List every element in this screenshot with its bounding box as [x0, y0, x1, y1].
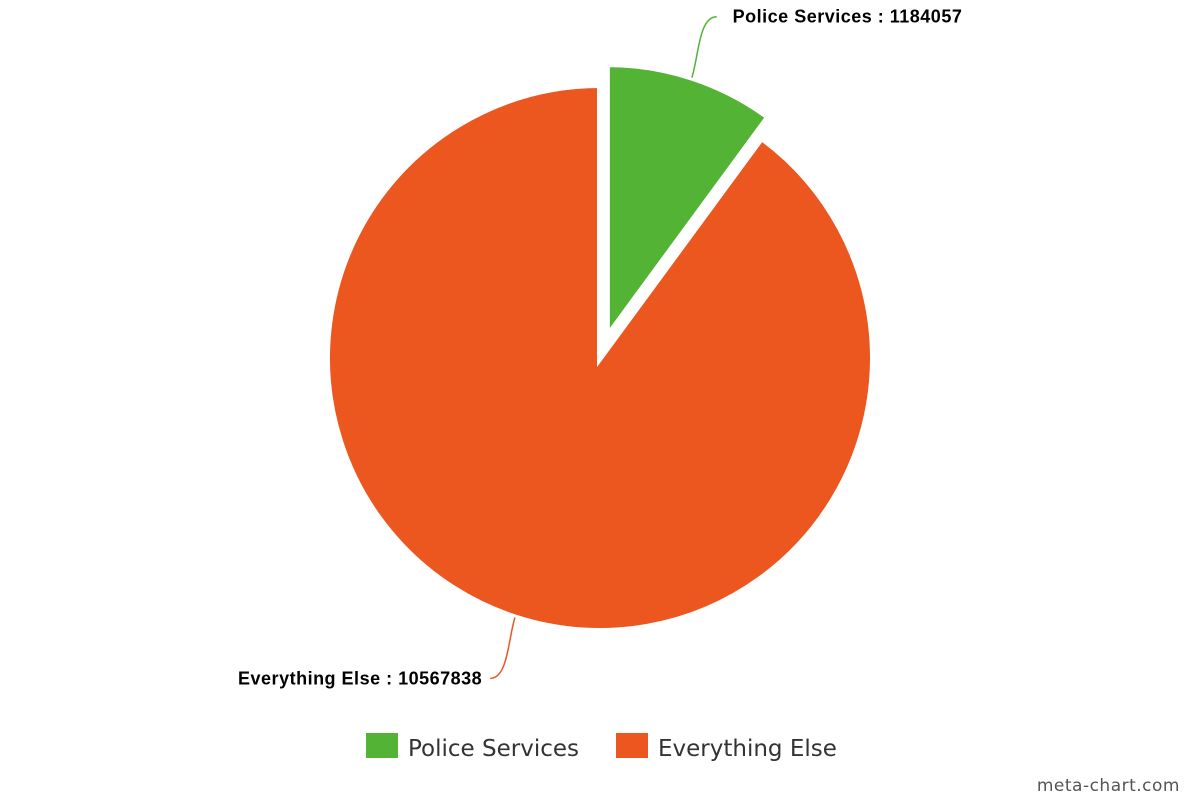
legend-label-everything-else[interactable]: Everything Else: [658, 736, 837, 762]
credit-text[interactable]: meta-chart.com: [1037, 776, 1180, 796]
connectors-layer: [490, 15, 717, 680]
connector-police-services: [691, 15, 717, 78]
legend-swatch-everything-else[interactable]: [616, 733, 648, 758]
legend-swatch-police-services[interactable]: [366, 733, 398, 758]
slices-layer: [324, 61, 876, 634]
slice-label-police-services: Police Services : 1184057: [733, 7, 963, 27]
pie-slice-police-services[interactable]: [603, 61, 773, 347]
pie-slice-everything-else[interactable]: [324, 81, 876, 634]
connector-everything-else: [490, 617, 516, 680]
legend-label-police-services[interactable]: Police Services: [408, 736, 579, 762]
slice-label-everything-else: Everything Else : 10567838: [238, 668, 482, 688]
legend: Police Services Everything Else: [366, 733, 837, 762]
